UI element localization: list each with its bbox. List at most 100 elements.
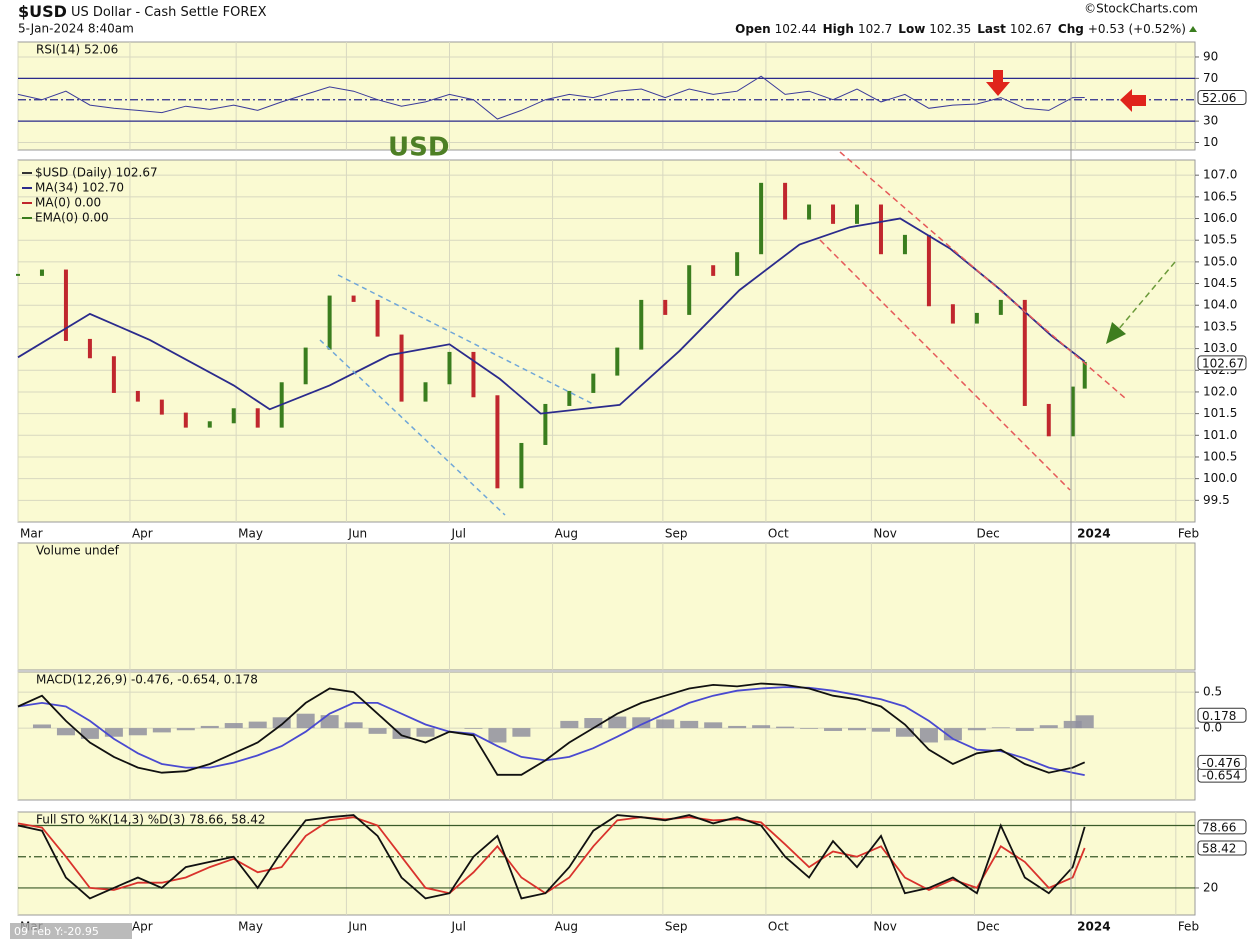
histogram-bar [680, 720, 699, 729]
histogram-bar [584, 718, 603, 729]
series-line [17, 217, 1086, 415]
histogram-bar [32, 724, 51, 729]
x-tick-label: 2024 [1077, 920, 1110, 934]
series-line [17, 816, 1086, 895]
histogram-bar [512, 728, 531, 737]
price-bar [735, 252, 740, 276]
source: ©StockCharts.com [1084, 2, 1198, 16]
price-bar [183, 412, 188, 428]
y-tick-label: 106.0 [1203, 211, 1237, 225]
y-tick-label: 90 [1203, 49, 1218, 63]
x-tick-label: Aug [555, 527, 578, 541]
y-tick-label: 10 [1203, 135, 1218, 149]
price-bar [255, 408, 260, 428]
price-bar [615, 347, 620, 376]
histogram-bar [632, 717, 651, 729]
x-tick-label: Jul [450, 920, 465, 934]
price-bar [351, 295, 356, 302]
price-bar [519, 442, 524, 489]
histogram-bar [943, 728, 962, 741]
value-tag: -0.476 [1202, 756, 1241, 770]
price-bar [399, 334, 404, 402]
x-tick-label: Jun [347, 920, 367, 934]
y-tick-label: 100.5 [1203, 449, 1237, 463]
channel-line [819, 239, 1071, 491]
x-tick-label: Apr [132, 527, 153, 541]
x-tick-label: Dec [976, 920, 999, 934]
legend-entry: MA(0) 0.00 [35, 196, 101, 210]
panel-title: Volume undef [36, 544, 120, 558]
histogram-bar [200, 725, 219, 729]
histogram-bar [848, 728, 867, 731]
value-tag-box [1197, 355, 1247, 371]
x-tick-label: Aug [555, 920, 578, 934]
price-bar [1082, 361, 1087, 389]
histogram-bar [704, 722, 723, 729]
price-bar [567, 390, 572, 406]
price-bar [375, 299, 380, 337]
x-tick-label: Apr [132, 920, 153, 934]
histogram-bar [416, 728, 435, 737]
symbol-text: $USD [18, 2, 67, 21]
histogram-bar [1063, 720, 1082, 729]
histogram-bar [392, 728, 411, 739]
histogram-bar [560, 720, 579, 729]
panel-bg [17, 159, 1196, 523]
price-bar [63, 269, 68, 341]
price-bar [783, 182, 788, 220]
panel: Volume undef [17, 542, 1196, 671]
y-tick-label: 70 [1203, 71, 1218, 85]
panel-title: RSI(14) 52.06 [36, 43, 118, 57]
histogram-bar [368, 728, 387, 734]
price-bar [1046, 403, 1051, 437]
panel-bg [17, 41, 1196, 151]
histogram-bar [128, 728, 147, 736]
y-tick-label: 106.5 [1203, 189, 1237, 203]
histogram-bar [56, 728, 75, 736]
histogram-bar [104, 728, 123, 737]
price-bar [759, 182, 764, 255]
price-bar [950, 304, 955, 324]
panel-title: MACD(12,26,9) -0.476, -0.654, 0.178 [36, 673, 258, 687]
panels: 10 30 70 90 RSI(14) 52.06 52.06 Mar Apr May Jun Ju… [16, 41, 1247, 934]
x-tick-label: 2024 [1077, 527, 1110, 541]
trend-line [319, 339, 506, 516]
price-bar [663, 299, 668, 315]
y-tick-label: 101.0 [1203, 428, 1237, 442]
histogram-bar [656, 719, 675, 729]
histogram-bar [272, 717, 291, 729]
histogram-bar [752, 725, 771, 729]
quote: Open 102.44 High 102.7 Low 102.35 Last 102.67 Ch… [735, 22, 1186, 36]
y-tick-label: 0.0 [1203, 721, 1222, 735]
symbol: $USD US Dollar - Cash Settle FOREX [18, 2, 267, 21]
annotations [319, 42, 1176, 915]
panel: 10 30 70 90 RSI(14) 52.06 52.06 [17, 41, 1247, 151]
value-tag-box [1197, 90, 1247, 106]
value-tag: 102.67 [1202, 356, 1244, 370]
y-tick-label: 101.5 [1203, 406, 1237, 420]
quote-label: Chg [1058, 22, 1084, 36]
panel-title: Full STO %K(14,3) %D(3) 78.66, 58.42 [36, 813, 266, 827]
red-arrow [1120, 89, 1146, 112]
x-tick-label: Feb [1178, 920, 1199, 934]
price-bar [495, 395, 500, 489]
x-tick-label: Jul [450, 527, 465, 541]
price-bar [1070, 386, 1075, 437]
price-bar [16, 273, 20, 276]
price-bar [423, 382, 428, 402]
y-tick-label: 102.0 [1203, 384, 1237, 398]
price-bar [807, 204, 812, 220]
crosshair-box [10, 923, 132, 939]
y-tick-label: 104.0 [1203, 298, 1237, 312]
x-tick-label: Mar [20, 527, 43, 541]
price-bar [998, 299, 1003, 315]
price-bar [878, 204, 883, 255]
y-tick-label: 104.5 [1203, 276, 1237, 290]
price-bar [687, 265, 692, 315]
red-arrow [986, 70, 1010, 96]
arrow-head [1106, 322, 1126, 344]
symbol-name: US Dollar - Cash Settle FOREX [71, 5, 267, 20]
histogram-bar [728, 725, 747, 729]
y-tick-label: 103.5 [1203, 319, 1237, 333]
quote-value: +0.53 (+0.52%) [1088, 22, 1186, 36]
